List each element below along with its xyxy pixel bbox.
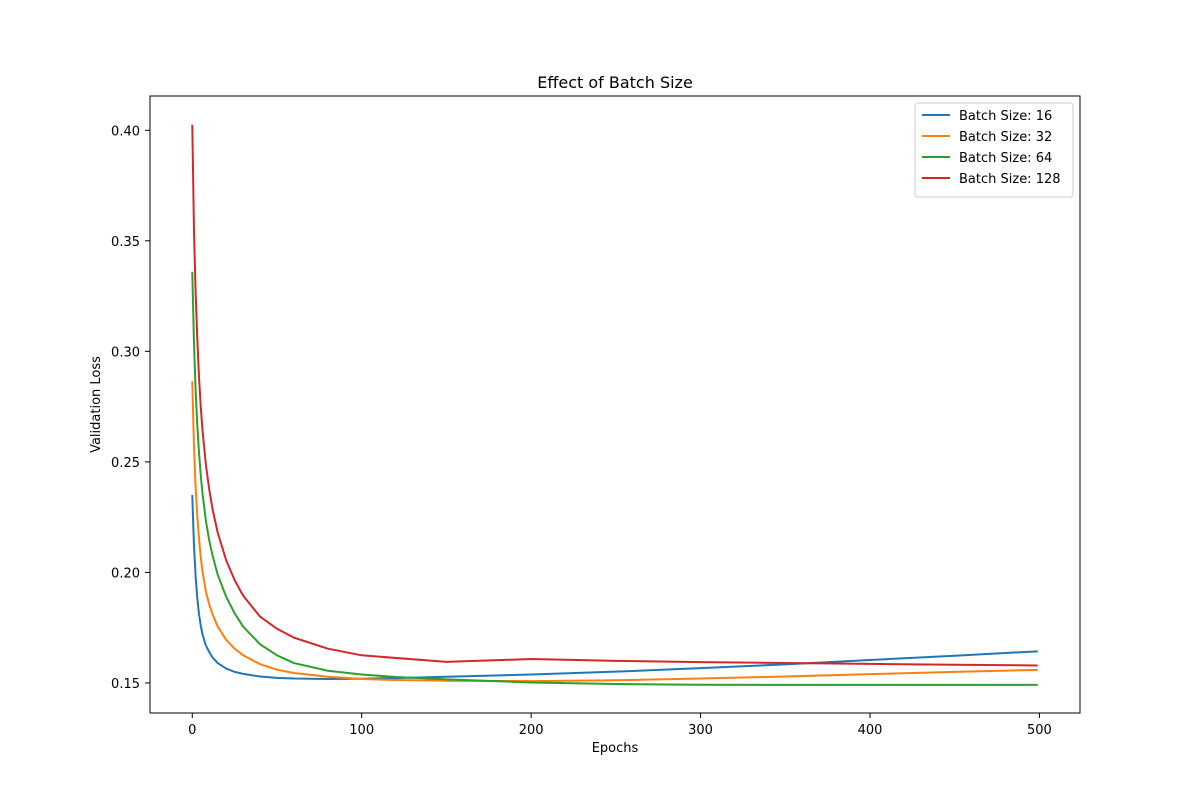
y-tick-label: 0.30 — [111, 345, 140, 360]
x-axis-label: Epochs — [592, 741, 639, 756]
legend-label: Batch Size: 128 — [959, 172, 1061, 187]
series-line-2 — [191, 381, 1038, 683]
legend: Batch Size: 16 Batch Size: 32 Batch Size: … — [914, 102, 1074, 198]
series-line-1 — [191, 494, 1038, 680]
x-axis: 0 100 200 300 400 500 — [188, 713, 1052, 738]
series-line-3 — [191, 271, 1038, 686]
x-tick-label: 0 — [188, 723, 196, 738]
legend-label: Batch Size: 32 — [959, 130, 1052, 145]
legend-box — [914, 102, 1074, 198]
y-tick-label: 0.20 — [111, 566, 140, 581]
plot-frame — [149, 95, 1081, 714]
legend-label: Batch Size: 64 — [959, 151, 1052, 166]
y-tick-label: 0.25 — [111, 456, 140, 471]
y-axis-label: Validation Loss — [89, 356, 104, 453]
series-line-4 — [191, 124, 1038, 667]
y-axis: 0.15 0.20 0.25 0.30 0.35 0.40 — [111, 124, 150, 692]
x-tick-label: 100 — [349, 723, 374, 738]
x-tick-label: 200 — [519, 723, 544, 738]
legend-label: Batch Size: 16 — [959, 109, 1052, 124]
y-tick-label: 0.40 — [111, 124, 140, 139]
y-tick-label: 0.15 — [111, 677, 140, 692]
series-layer — [191, 124, 1038, 686]
x-tick-label: 500 — [1027, 723, 1052, 738]
x-tick-label: 300 — [688, 723, 713, 738]
y-tick-label: 0.35 — [111, 235, 140, 250]
chart-title: Effect of Batch Size — [537, 73, 693, 92]
x-tick-label: 400 — [858, 723, 883, 738]
